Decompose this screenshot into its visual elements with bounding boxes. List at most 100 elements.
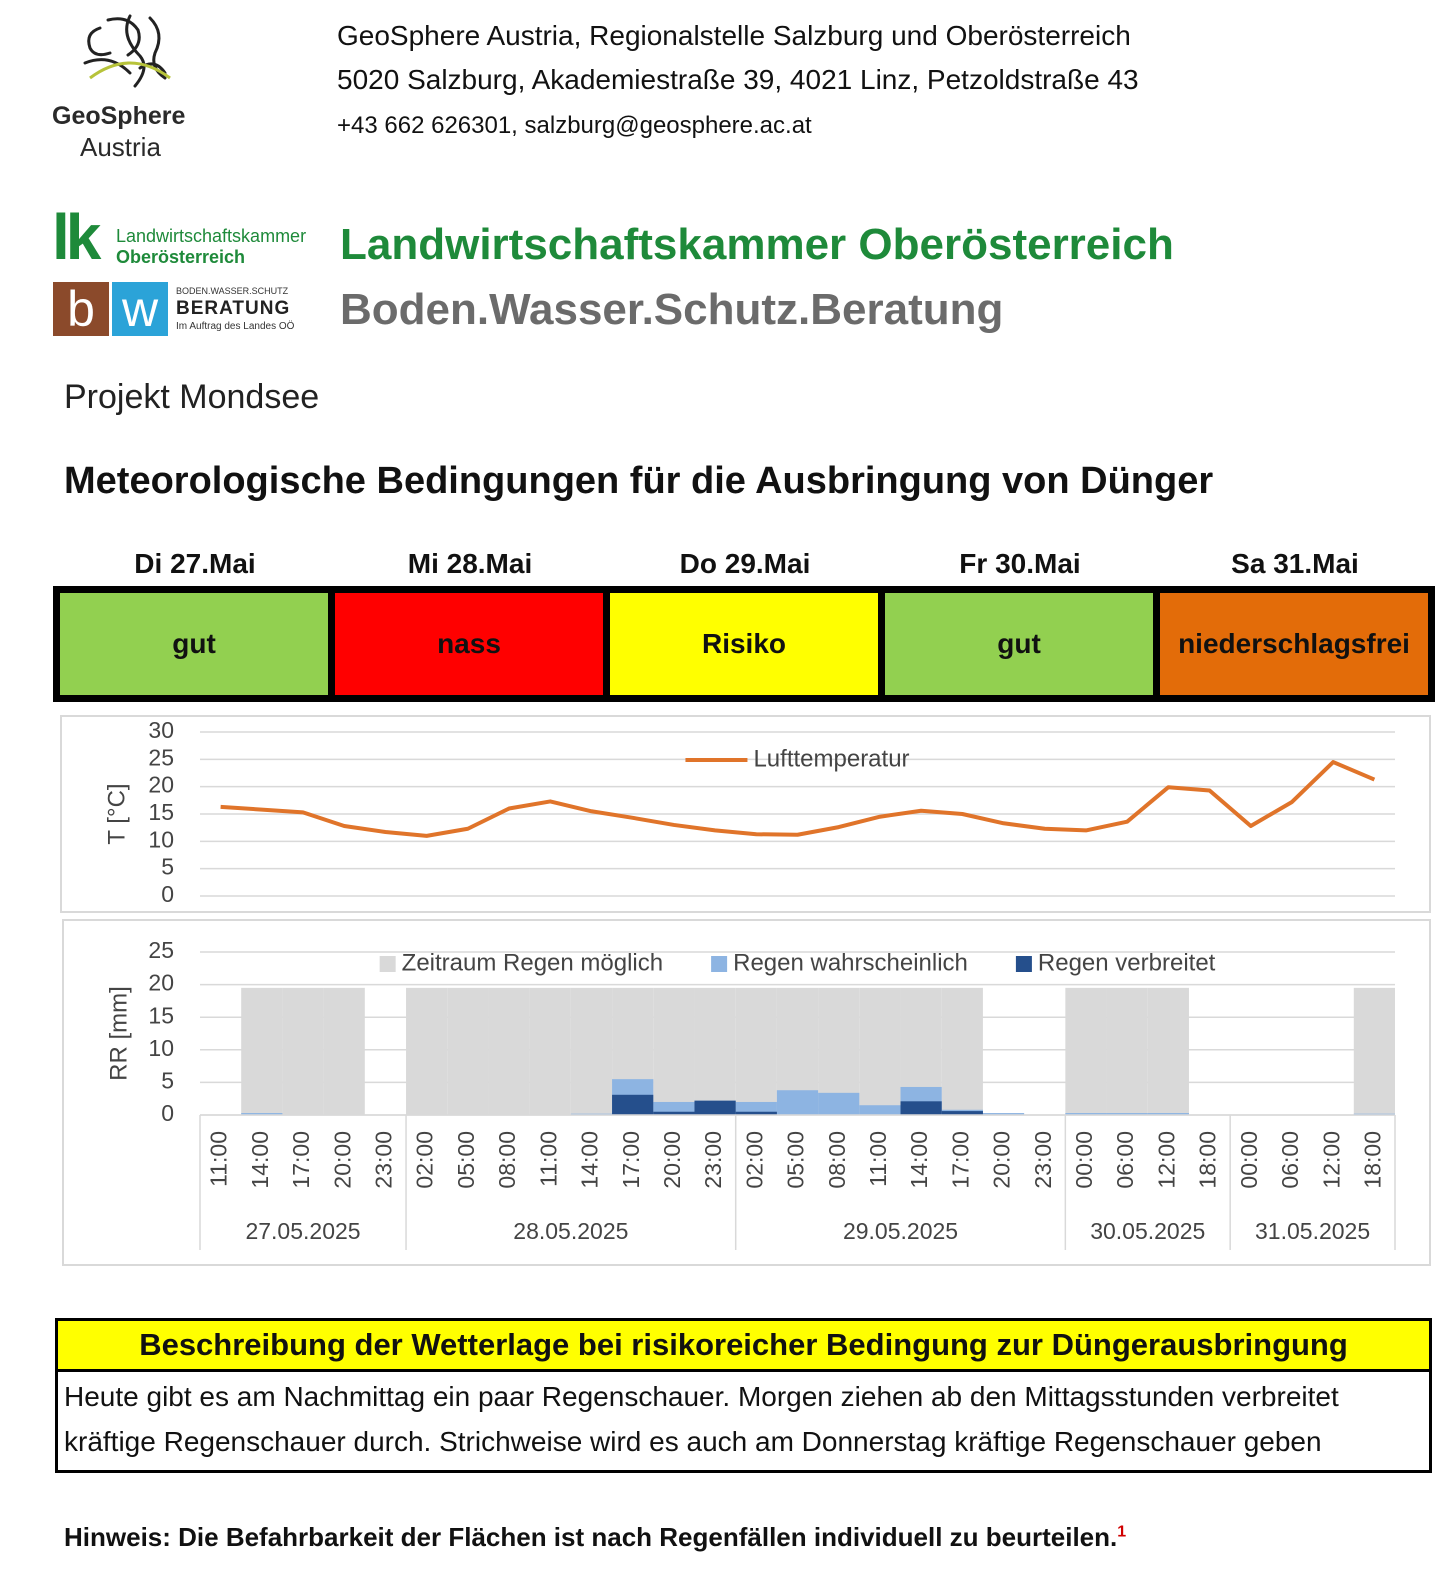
x-tick-label: 05:00 [783, 1131, 809, 1189]
x-tick-label: 23:00 [1030, 1131, 1056, 1189]
legend-swatch [711, 956, 728, 972]
x-tick-label: 18:00 [1359, 1131, 1385, 1189]
bar [1065, 1113, 1107, 1115]
y-axis-label: T [°C] [103, 783, 130, 844]
x-tick-label: 08:00 [494, 1131, 520, 1189]
bar [1353, 987, 1395, 1115]
bw-logo-text: Im Auftrag des Landes OÖ [176, 321, 295, 332]
bar [447, 987, 489, 1115]
bar [612, 1094, 654, 1115]
bar [1147, 987, 1189, 1115]
lk-logo-text: Oberösterreich [116, 247, 246, 267]
bar [859, 1105, 901, 1115]
hint: Hinweis: Die Befahrbarkeit der Flächen i… [64, 1522, 1126, 1553]
x-group-label: 27.05.2025 [245, 1218, 360, 1244]
day-status: nass [335, 593, 603, 695]
bw-logo-b: b [53, 282, 109, 336]
x-tick-label: 17:00 [618, 1131, 644, 1189]
bw-title: Boden.Wasser.Schutz.Beratung [340, 285, 1004, 334]
y-tick-label: 15 [148, 799, 174, 825]
day-label: Do 29.Mai [679, 548, 811, 579]
y-tick-label: 10 [148, 826, 174, 852]
bar [859, 987, 901, 1115]
y-tick-label: 25 [148, 937, 174, 963]
bar [776, 1090, 819, 1115]
project: Projekt Mondsee [64, 378, 320, 416]
x-group-label: 28.05.2025 [513, 1218, 628, 1244]
y-tick-label: 5 [161, 1067, 174, 1093]
x-tick-label: 06:00 [1277, 1131, 1303, 1189]
bar [982, 1113, 1025, 1115]
bar [941, 1111, 983, 1115]
x-tick-label: 05:00 [453, 1131, 479, 1189]
x-tick-label: 11:00 [535, 1131, 561, 1187]
x-tick-label: 17:00 [947, 1131, 973, 1189]
bar [694, 987, 736, 1115]
hint-text: Hinweis: Die Befahrbarkeit der Flächen i… [64, 1522, 1118, 1552]
x-tick-label: 06:00 [1112, 1131, 1138, 1189]
bw-logo-text: BODEN.WASSER.SCHUTZ [176, 286, 289, 296]
bar [653, 1111, 695, 1115]
x-group-label: 30.05.2025 [1090, 1218, 1205, 1244]
day-label: Sa 31.Mai [1231, 548, 1359, 579]
org-contact: +43 662 626301, salzburg@geosphere.ac.at [337, 112, 812, 139]
y-tick-label: 30 [148, 717, 174, 743]
x-tick-label: 14:00 [577, 1131, 603, 1189]
day-label: Di 27.Mai [134, 548, 256, 579]
bar [1147, 1113, 1189, 1115]
x-tick-label: 11:00 [865, 1131, 891, 1187]
x-tick-label: 20:00 [989, 1131, 1015, 1189]
org-name: GeoSphere Austria, Regionalstelle Salzbu… [337, 20, 1131, 51]
bar [1106, 1113, 1148, 1115]
x-tick-label: 00:00 [1236, 1131, 1262, 1189]
x-tick-label: 17:00 [288, 1131, 314, 1189]
legend: Zeitraum Regen möglich Regen wahrscheinli… [379, 949, 1216, 976]
day-status: niederschlagsfrei [1160, 593, 1428, 695]
y-tick-label: 15 [148, 1002, 174, 1028]
x-tick-label: 12:00 [1153, 1131, 1179, 1189]
bar [323, 987, 365, 1115]
x-tick-label: 18:00 [1195, 1131, 1221, 1189]
x-tick-label: 20:00 [659, 1131, 685, 1189]
x-tick-label: 02:00 [741, 1131, 767, 1189]
x-tick-label: 23:00 [371, 1131, 397, 1189]
bw-logo-text: BERATUNG [176, 298, 291, 319]
page-title: Meteorologische Bedingungen für die Ausb… [64, 460, 1214, 502]
day-status-row: gut nass Risiko gut niederschlagsfrei [53, 586, 1435, 702]
description-text: Heute gibt es am Nachmittag ein paar Reg… [64, 1381, 1339, 1457]
bar [241, 987, 283, 1115]
bar [488, 987, 530, 1115]
y-tick-label: 20 [148, 772, 174, 798]
bar [1065, 987, 1107, 1115]
legend-label: Zeitraum Regen möglich [402, 949, 663, 976]
x-group-label: 29.05.2025 [843, 1218, 958, 1244]
y-tick-label: 10 [148, 1035, 174, 1061]
org-address: 5020 Salzburg, Akademiestraße 39, 4021 L… [337, 64, 1139, 95]
x-group-label: 31.05.2025 [1255, 1218, 1370, 1244]
bar [529, 987, 571, 1115]
x-tick-label: 02:00 [412, 1131, 438, 1189]
bar [941, 987, 983, 1115]
bar [406, 987, 448, 1115]
day-status: Risiko [610, 593, 878, 695]
legend-label: Regen verbreitet [1038, 949, 1216, 976]
day-status: gut [885, 593, 1153, 695]
day-label: Mi 28.Mai [407, 548, 533, 579]
bar [818, 1092, 860, 1115]
description-heading: Beschreibung der Wetterlage bei risikore… [58, 1321, 1429, 1372]
x-tick-label: 14:00 [906, 1131, 932, 1189]
y-tick-label: 5 [161, 854, 174, 880]
y-axis-label: RR [mm] [105, 986, 132, 1081]
x-tick-label: 11:00 [206, 1131, 232, 1187]
bar [653, 987, 695, 1115]
bar [282, 987, 324, 1115]
legend-label: Lufttemperatur [753, 745, 909, 772]
x-tick-label: 14:00 [247, 1131, 273, 1189]
bw-logo-w: w [112, 282, 168, 336]
bar [735, 987, 777, 1115]
bar [1106, 987, 1148, 1115]
x-tick-label: 00:00 [1071, 1131, 1097, 1189]
y-tick-label: 20 [148, 970, 174, 996]
